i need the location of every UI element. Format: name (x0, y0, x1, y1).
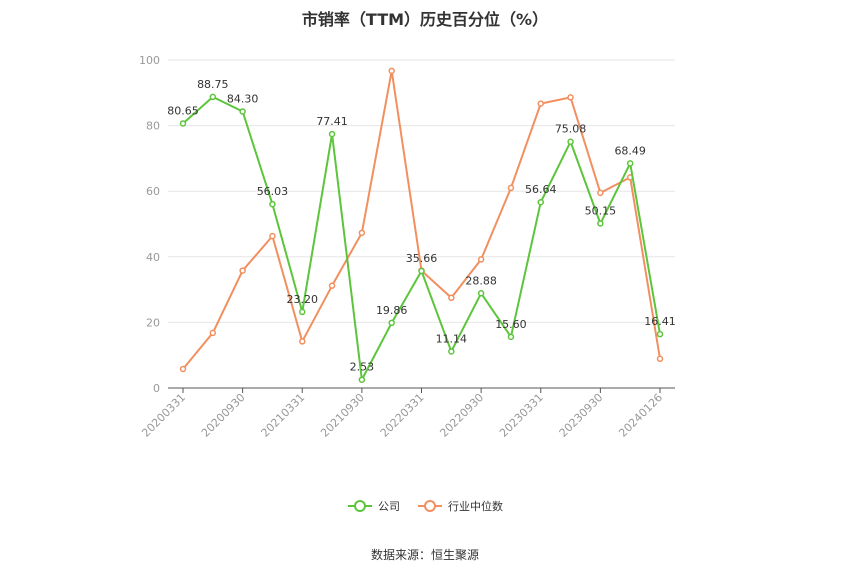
company-point (448, 348, 455, 355)
company-data-label: 56.64 (525, 183, 557, 196)
industry-median-point (507, 184, 515, 192)
company-data-label: 15.60 (495, 318, 527, 331)
company-point (567, 138, 574, 145)
legend-company-marker (354, 500, 366, 512)
x-tick-label: 20200930 (199, 391, 248, 440)
y-tick-label: 20 (146, 316, 160, 329)
legend-industry-median-label: 行业中位数 (448, 499, 503, 513)
industry-median-point (179, 365, 187, 373)
company-point (388, 319, 395, 327)
industry-median-point (358, 229, 366, 237)
data-source: 数据来源：恒生聚源 (370, 548, 479, 562)
series-line-company (182, 95, 661, 381)
y-tick-label: 100 (139, 54, 160, 67)
x-tick-label: 20230331 (497, 391, 546, 440)
company-point (656, 330, 664, 338)
company-data-label: 56.03 (257, 185, 289, 198)
company-data-label: 80.65 (167, 104, 199, 117)
industry-median-point (239, 267, 246, 274)
y-tick-label: 0 (153, 382, 160, 395)
legend-company-label: 公司 (378, 500, 400, 513)
company-data-label: 75.08 (555, 123, 587, 136)
company-data-label: 16.41 (644, 315, 676, 328)
company-point (477, 290, 485, 297)
company-data-label: 77.41 (316, 115, 348, 128)
y-tick-label: 60 (146, 185, 160, 198)
industry-median-point (477, 256, 485, 263)
chart-title: 市销率（TTM）历史百分位（%） (301, 10, 549, 29)
industry-median-point (567, 94, 574, 101)
company-point (209, 93, 217, 101)
company-point (537, 198, 544, 206)
industry-median-point (209, 329, 217, 337)
company-point (299, 308, 306, 316)
industry-median-point (269, 232, 276, 240)
industry-median-point (537, 100, 544, 107)
company-point (626, 160, 634, 167)
company-point (269, 200, 276, 208)
company-data-label: 11.14 (436, 332, 468, 345)
series-line-industry-median (182, 69, 661, 370)
y-tick-label: 80 (146, 120, 160, 133)
x-tick-label: 20220331 (378, 391, 427, 440)
x-tick-label: 20210930 (318, 391, 367, 440)
industry-median-point (388, 67, 395, 75)
industry-median-point (656, 355, 664, 363)
company-point (328, 130, 336, 138)
y-tick-label: 40 (146, 251, 160, 264)
legend-industry-median-marker (424, 500, 436, 512)
x-tick-label: 20200331 (139, 391, 188, 440)
company-point (418, 267, 425, 275)
company-data-label: 2.53 (350, 361, 375, 374)
x-tick-label: 20240126 (616, 391, 665, 440)
x-tick-label: 20220930 (437, 391, 486, 440)
company-data-label: 19.86 (376, 304, 408, 317)
company-data-label: 84.30 (227, 92, 259, 105)
company-data-label: 28.88 (465, 274, 497, 287)
industry-median-point (328, 282, 336, 289)
industry-median-point (448, 294, 455, 302)
company-point (597, 220, 604, 227)
company-point (179, 120, 187, 127)
company-point (507, 333, 515, 341)
company-data-label: 50.15 (585, 205, 617, 218)
company-point (358, 376, 366, 383)
industry-median-point (299, 338, 306, 345)
company-data-label: 23.20 (287, 293, 319, 306)
company-point (239, 108, 246, 115)
industry-median-point (597, 189, 604, 197)
company-data-label: 88.75 (197, 78, 229, 91)
x-tick-label: 20210331 (259, 391, 308, 440)
company-data-label: 35.66 (406, 252, 438, 265)
x-tick-label: 20230930 (557, 391, 606, 440)
company-data-label: 68.49 (614, 144, 646, 157)
